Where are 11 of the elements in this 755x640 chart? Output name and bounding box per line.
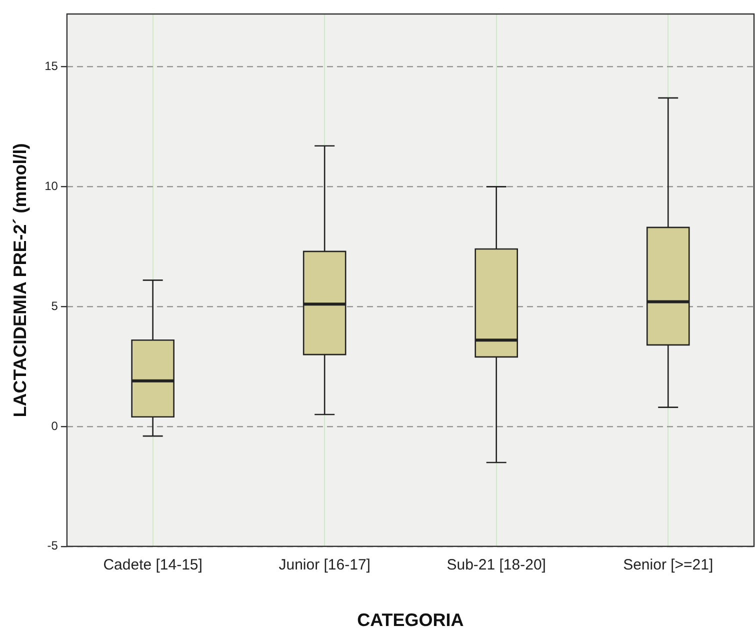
y-tick-label: 15 <box>44 59 58 74</box>
x-tick-label: Junior [16-17] <box>278 556 370 574</box>
y-tick-label: 5 <box>51 298 58 313</box>
y-axis-title: LACTACIDEMIA PRE-2´ (mmol/l) <box>10 143 30 418</box>
x-tick-label: Senior [>=21] <box>623 556 714 574</box>
x-tick-label: Sub-21 [18-20] <box>446 556 546 574</box>
x-axis-title: CATEGORIA <box>357 610 464 630</box>
x-tick-label: Cadete [14-15] <box>103 556 202 574</box>
y-tick-label: -5 <box>47 538 58 553</box>
y-tick-label: 0 <box>51 418 58 433</box>
y-tick-label: 10 <box>44 178 58 193</box>
